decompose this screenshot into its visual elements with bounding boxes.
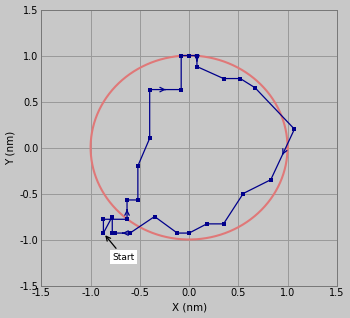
Y-axis label: Y (nm): Y (nm) xyxy=(6,130,15,165)
Text: Start: Start xyxy=(106,236,134,262)
X-axis label: X (nm): X (nm) xyxy=(172,302,206,313)
